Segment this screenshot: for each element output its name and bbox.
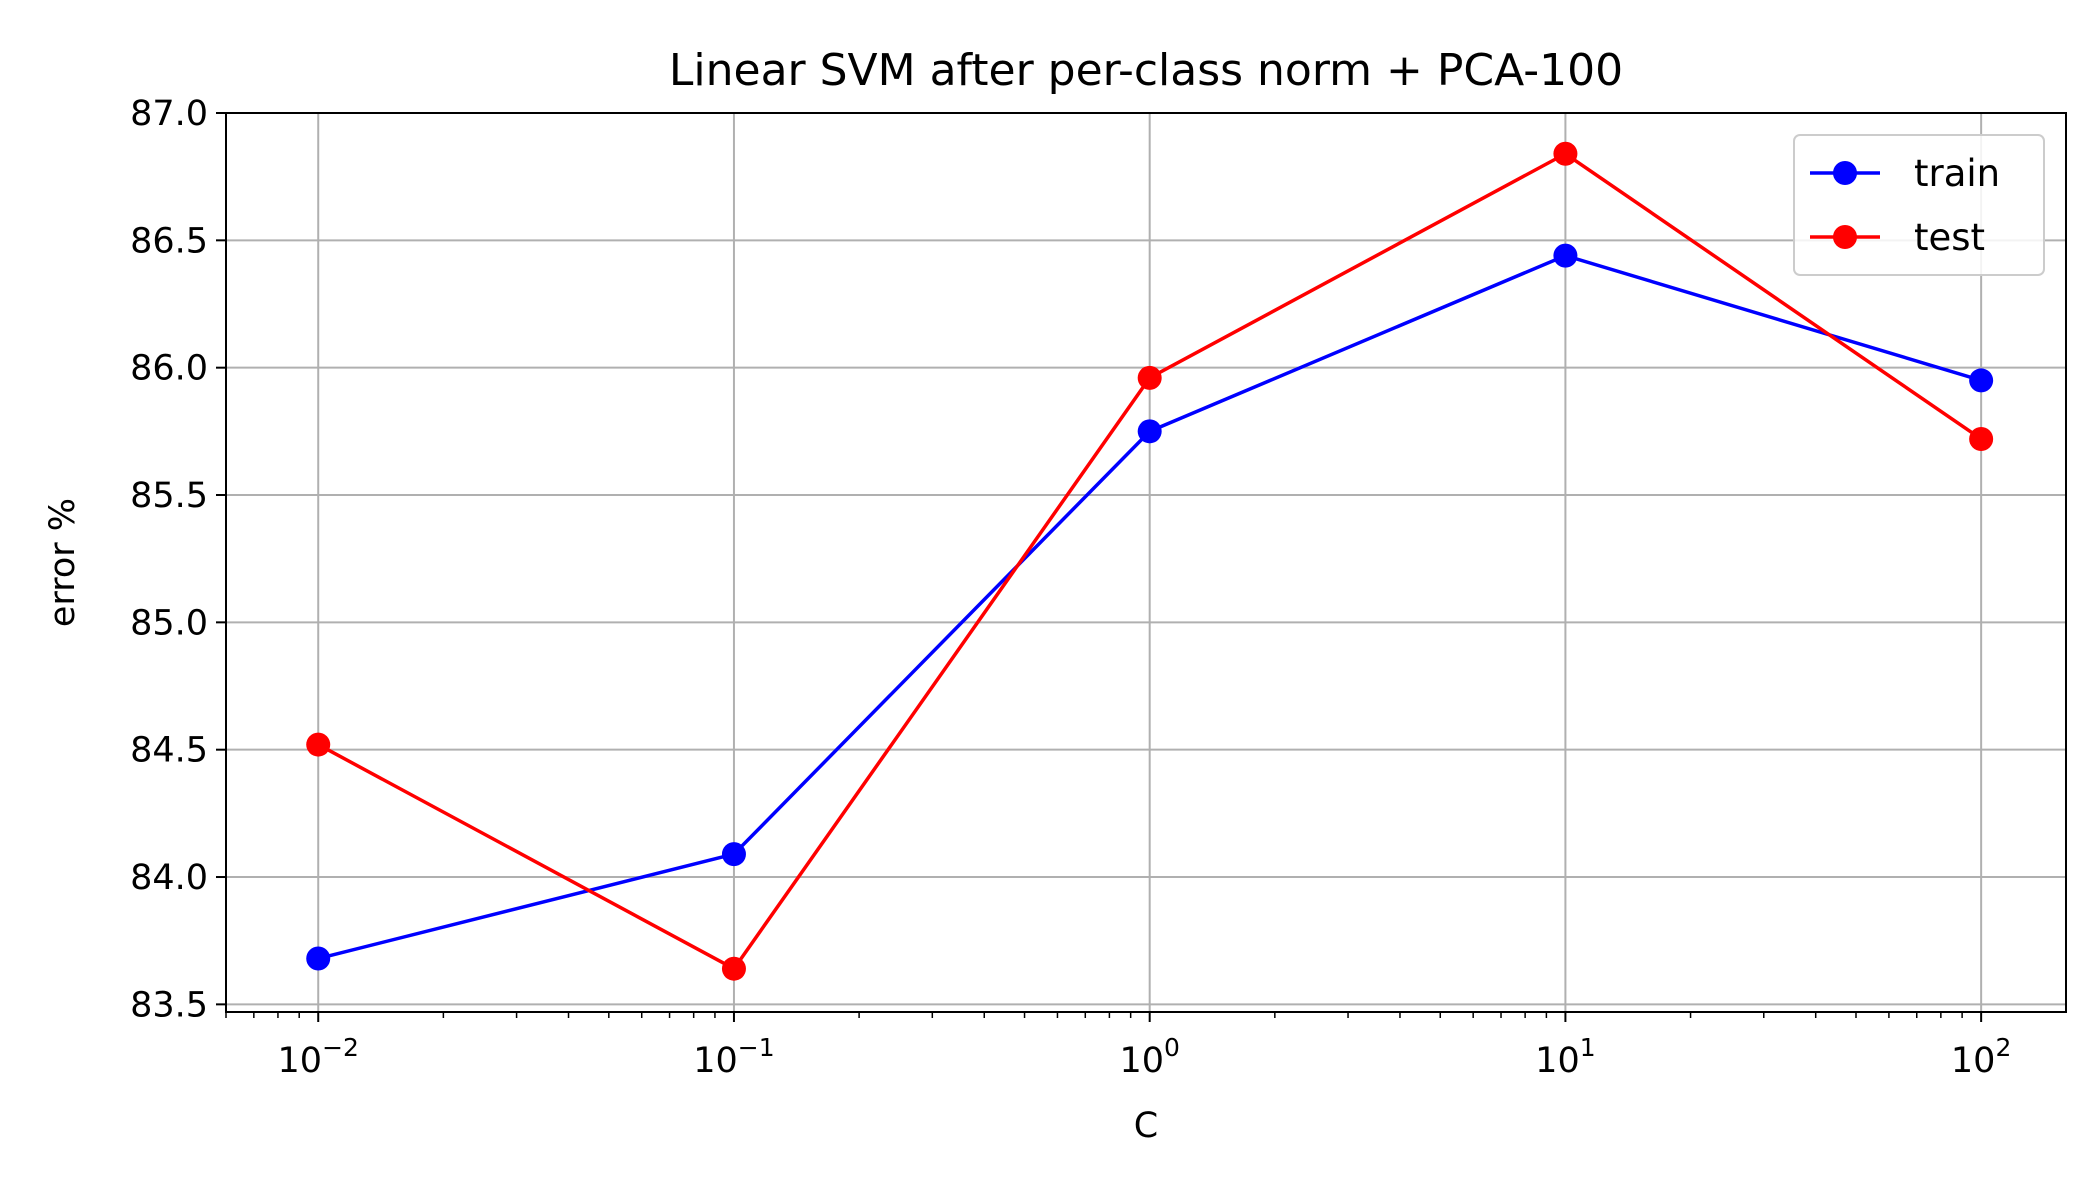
x-tick-label: 101	[1535, 1033, 1595, 1081]
x-tick-label: 10−1	[693, 1033, 774, 1081]
legend: train test	[1793, 134, 2045, 276]
data-point-train	[721, 842, 746, 867]
x-tick-label: 102	[1951, 1033, 2011, 1081]
data-point-train	[306, 946, 331, 971]
legend-label-test: test	[1914, 216, 1985, 259]
x-axis-label: C	[1134, 1106, 1158, 1146]
data-point-test	[1553, 141, 1578, 166]
data-point-test	[1137, 365, 1162, 390]
data-point-test	[306, 732, 331, 757]
legend-marker-train	[1833, 161, 1857, 185]
y-tick-label: 85.5	[130, 476, 208, 516]
grid	[226, 112, 2066, 1012]
x-tick-label: 10−2	[278, 1033, 359, 1081]
y-axis-label: error %	[43, 498, 83, 627]
y-tick-label: 83.5	[130, 985, 208, 1025]
series-layer	[306, 141, 1994, 981]
y-tick-label: 85.0	[130, 603, 208, 643]
plot-frame	[225, 112, 2067, 1013]
y-tick-label: 86.0	[130, 349, 208, 389]
data-point-test	[1969, 426, 1994, 451]
axis-ticks: 83.5 84.0 84.5 85.0 85.5 86.0 86.5 87.0 10−2 10−1…	[130, 94, 2011, 1081]
legend-label-train: train	[1914, 152, 2000, 195]
y-tick-label: 84.5	[130, 731, 208, 771]
y-tick-label: 86.5	[130, 221, 208, 261]
legend-marker-test	[1833, 225, 1857, 249]
data-point-train	[1969, 368, 1994, 393]
y-tick-label: 87.0	[130, 94, 208, 134]
data-point-train	[1137, 419, 1162, 444]
data-point-test	[721, 956, 746, 981]
x-tick-label: 100	[1119, 1033, 1179, 1081]
y-tick-label: 84.0	[130, 858, 208, 898]
data-point-train	[1553, 243, 1578, 268]
chart-title: Linear SVM after per-class norm + PCA-10…	[669, 45, 1623, 96]
